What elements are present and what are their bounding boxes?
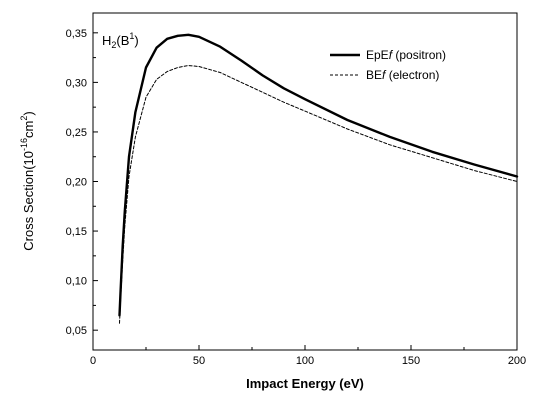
plot-frame	[92, 12, 518, 351]
x-tick-label: 100	[296, 355, 314, 367]
y-tick-label: 0,15	[66, 226, 87, 238]
series-line-positron	[118, 33, 519, 317]
x-tick-label: 50	[193, 355, 205, 367]
x-tick-label: 150	[402, 355, 420, 367]
y-tick-label: 0,35	[66, 28, 87, 40]
y-tick-label: 0,05	[66, 325, 87, 337]
legend: EpEf (positron) BEf (electron)	[330, 48, 446, 82]
y-axis-label: Cross Section(10-16cm2)	[19, 111, 36, 250]
x-tick-label: 200	[508, 355, 526, 367]
series-layer	[118, 33, 519, 324]
x-tick-label: 0	[90, 355, 96, 367]
series-line-electron	[119, 65, 518, 324]
y-tick-label: 0,20	[66, 177, 87, 189]
legend-label-positron: EpEf (positron)	[366, 48, 446, 62]
ticks-layer: 0 50 100 150 200 0,05 0,10 0,15 0,20 0,25 0,30 0,35	[66, 28, 527, 367]
x-axis-label: Impact Energy (eV)	[246, 376, 364, 391]
legend-label-electron: BEf (electron)	[366, 68, 439, 82]
y-tick-label: 0,30	[66, 77, 87, 89]
y-tick-label: 0,25	[66, 127, 87, 139]
annotation-label: H2(B1)	[102, 31, 139, 50]
y-tick-label: 0,10	[66, 276, 87, 288]
